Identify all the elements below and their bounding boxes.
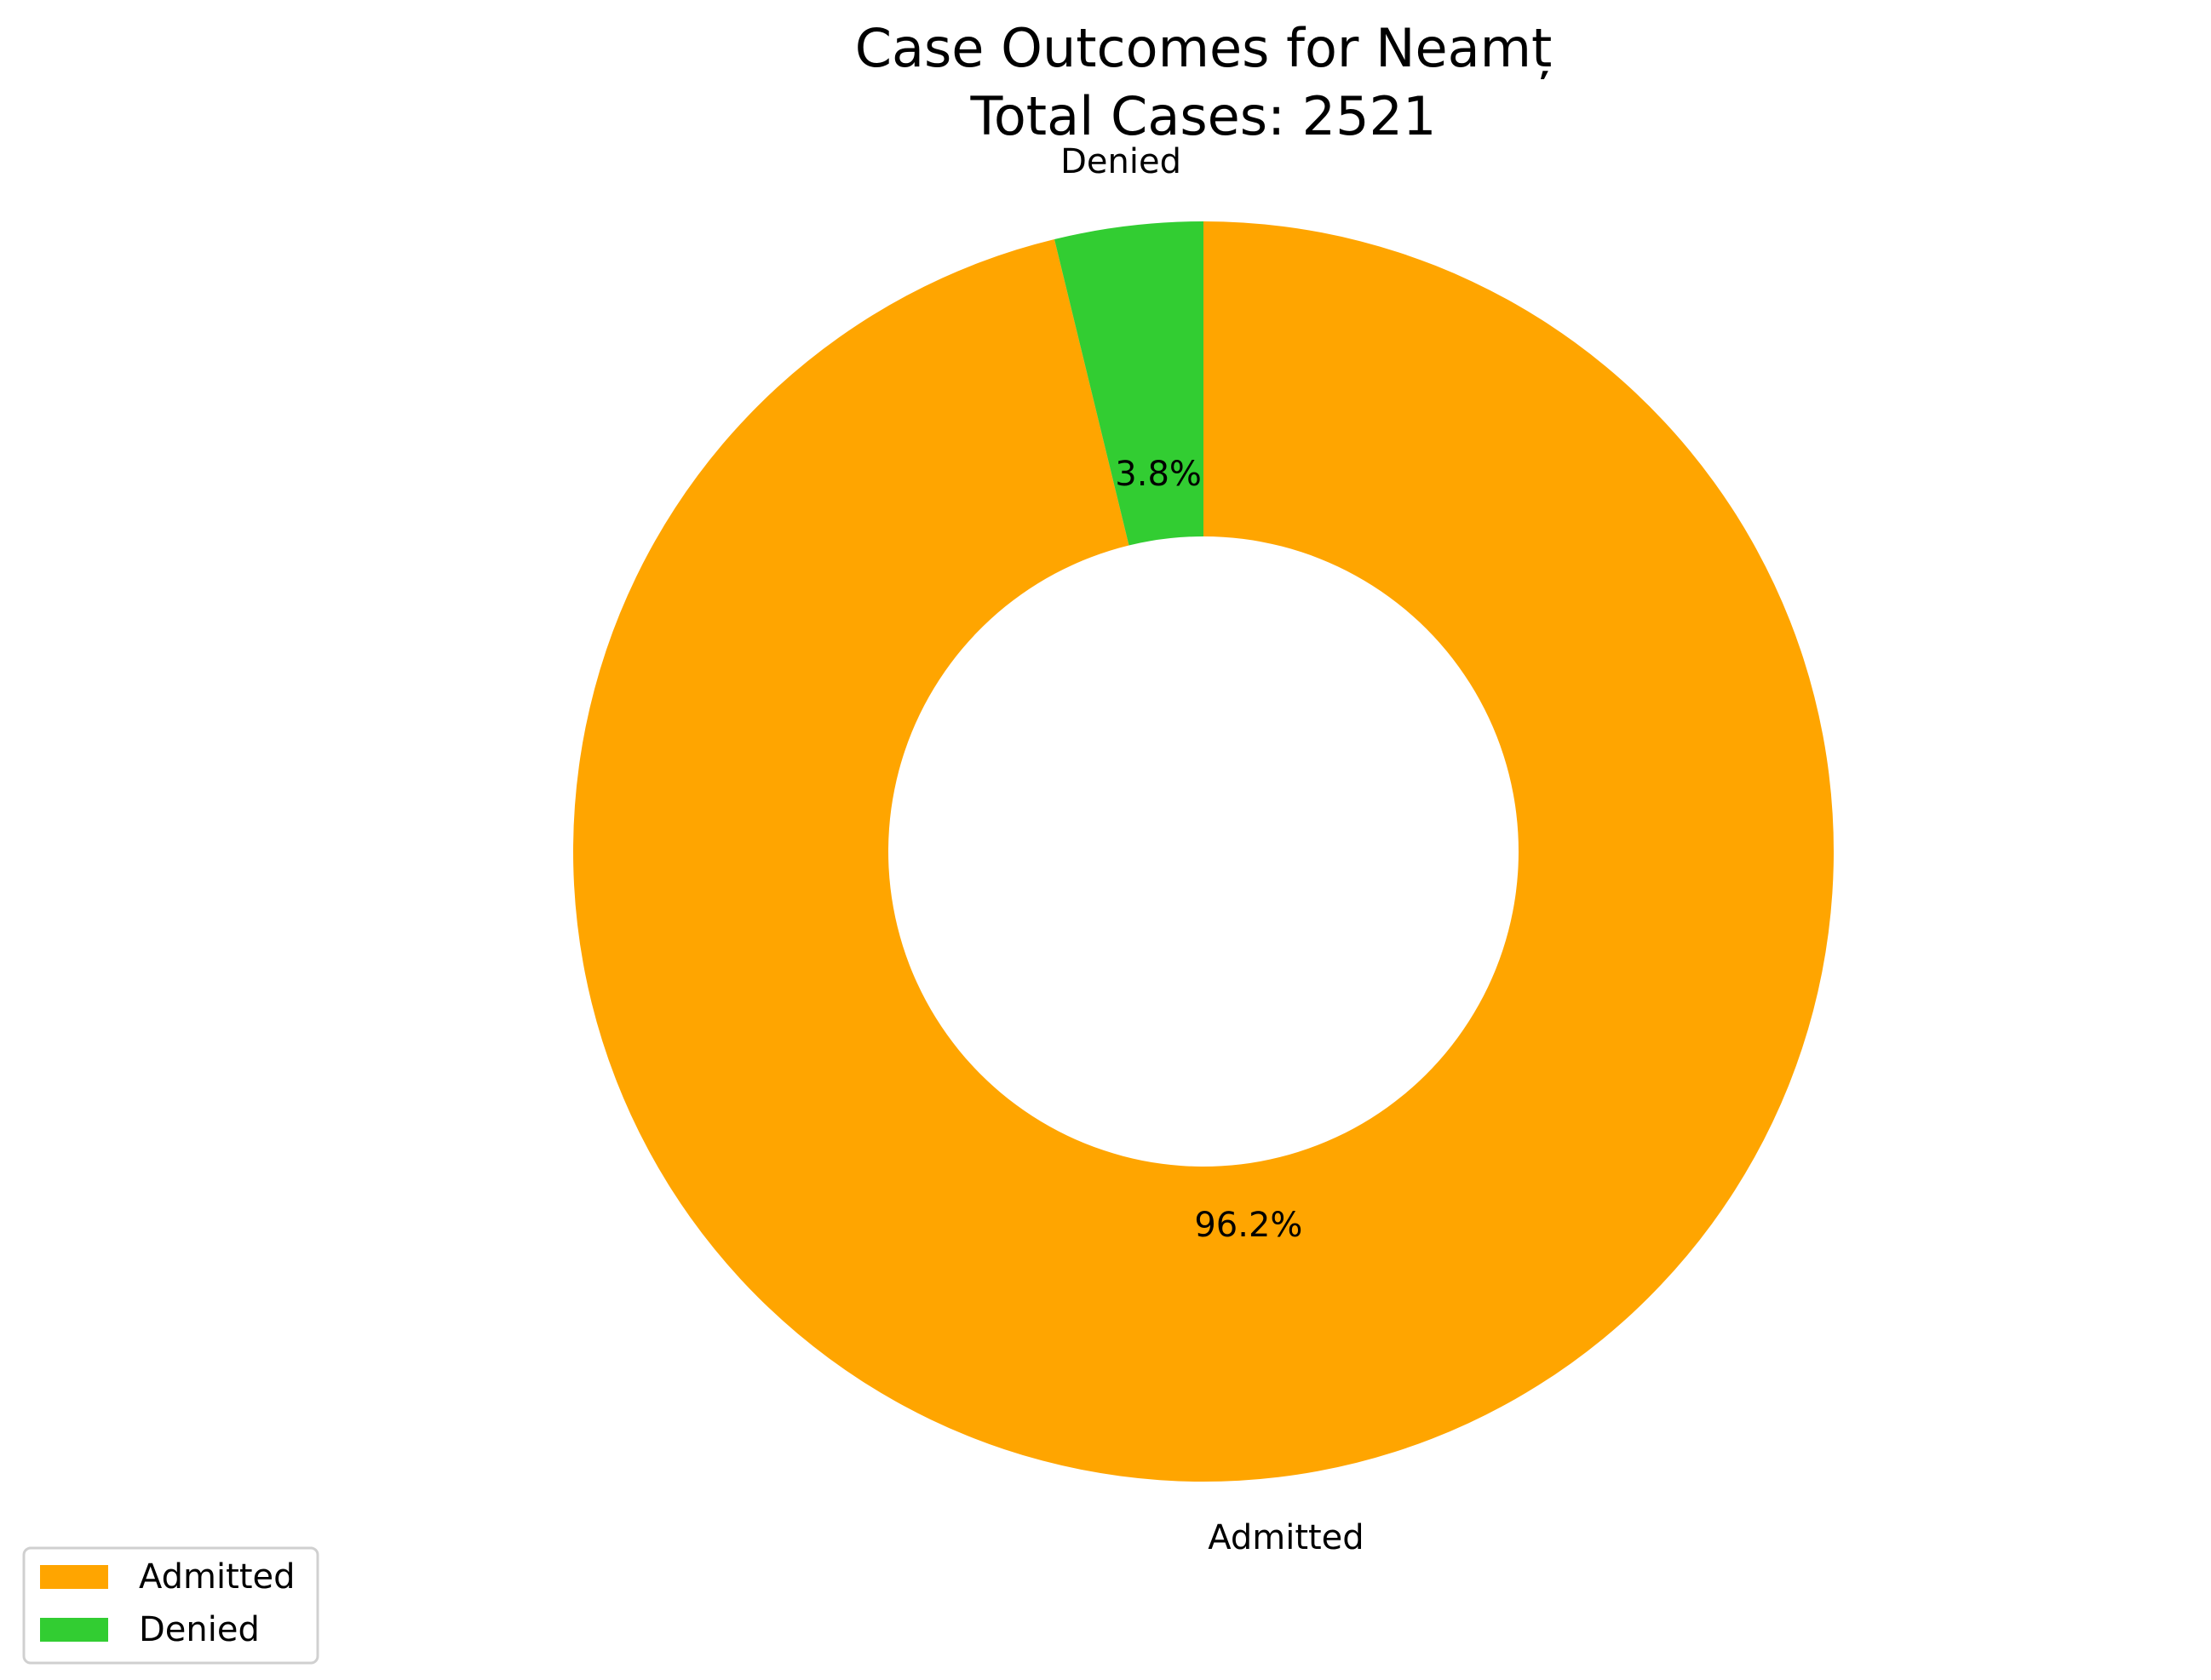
pie-slice-denied — [1054, 221, 1203, 546]
pie-slice-admitted — [573, 221, 1835, 1482]
chart-title-line1: Case Outcomes for Neamț — [855, 17, 1553, 79]
legend-label-admitted: Admitted — [139, 1557, 296, 1597]
slice-percent-admitted: 96.2% — [1194, 1206, 1302, 1245]
legend-swatch-admitted — [40, 1565, 108, 1589]
legend-swatch-denied — [40, 1618, 108, 1642]
chart-title-line2: Total Cases: 2521 — [970, 85, 1437, 147]
slice-label-admitted: Admitted — [1208, 1518, 1364, 1557]
slice-label-denied: Denied — [1060, 142, 1181, 181]
slice-percent-denied: 3.8% — [1115, 455, 1202, 494]
legend-label-denied: Denied — [139, 1610, 260, 1649]
legend: Admitted Denied — [22, 1546, 319, 1665]
pie-slices — [573, 221, 1835, 1482]
